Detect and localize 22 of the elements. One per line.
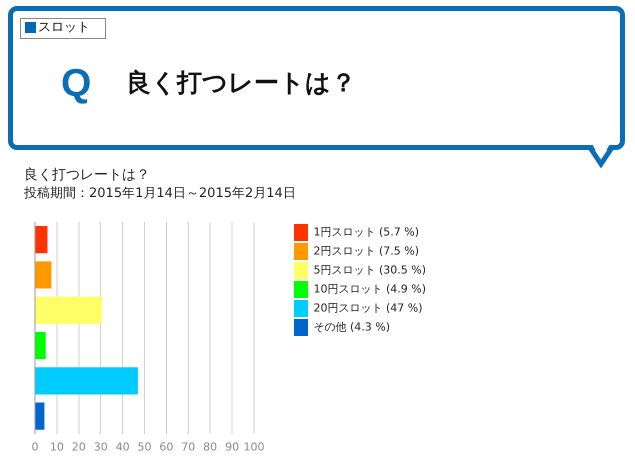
chart-subtitle: 投稿期間：2015年1月14日～2015年2月14日 xyxy=(24,186,296,202)
text: 良く打つレートは？ xyxy=(126,67,356,99)
legend-label: 20円スロット (47 %) xyxy=(313,301,423,314)
x-tick-label: 100 xyxy=(243,440,264,454)
x-tick-label: 70 xyxy=(181,440,196,454)
x-tick-label: 30 xyxy=(94,440,108,454)
x-tick-label: 50 xyxy=(137,440,152,454)
legend-label: 5円スロット (30.5 %) xyxy=(313,263,426,276)
x-tick-label: 80 xyxy=(203,440,218,454)
x-tick-label: 60 xyxy=(159,440,174,454)
x-tick-label: 0 xyxy=(32,440,38,454)
x-tick-label: 40 xyxy=(116,440,130,454)
text: スロット xyxy=(38,19,90,37)
text: Q xyxy=(61,62,92,105)
x-tick-label: 90 xyxy=(225,440,240,454)
x-tick-label: 10 xyxy=(50,440,64,454)
x-tick-label: 20 xyxy=(72,440,86,454)
legend-label: 10円スロット (4.9 %) xyxy=(313,282,426,296)
legend-label: 1円スロット (5.7 %) xyxy=(313,225,420,238)
legend-label: その他 (4.3 %) xyxy=(313,320,390,334)
legend-label: 2円スロット (7.5 %) xyxy=(313,244,420,258)
chart-title: 良く打つレートは？ xyxy=(24,167,150,183)
